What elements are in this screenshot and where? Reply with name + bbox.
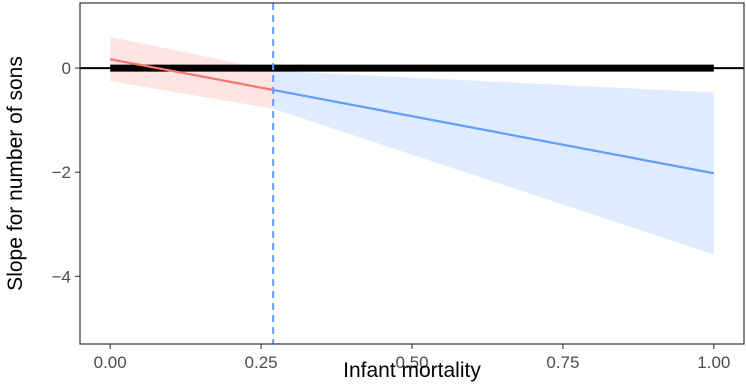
x-tick-label: 0.00	[94, 353, 127, 372]
confidence-band-2	[273, 70, 714, 255]
x-axis-title: Infant mortality	[343, 359, 481, 382]
y-axis-title: Slope for number of sons	[4, 56, 27, 291]
y-tick-label: 0	[62, 59, 71, 78]
x-axis-ticks: 0.00 0.25 0.50 0.75 1.00	[94, 344, 730, 372]
series-line-2	[272, 88, 715, 175]
series-lines	[109, 58, 715, 175]
x-tick-label: 1.00	[697, 353, 730, 372]
y-tick-label: −2	[52, 163, 71, 182]
y-tick-label: −4	[52, 267, 71, 286]
x-tick-label: 0.75	[546, 353, 579, 372]
x-tick-label: 0.25	[245, 353, 278, 372]
confidence-band-1	[110, 36, 274, 109]
confidence-bands	[110, 36, 714, 255]
series-line-1	[109, 58, 274, 92]
reference-lines	[80, 3, 744, 344]
y-axis-ticks: 0 −2 −4	[52, 59, 80, 286]
x-tick-label: 0.50	[395, 353, 428, 372]
